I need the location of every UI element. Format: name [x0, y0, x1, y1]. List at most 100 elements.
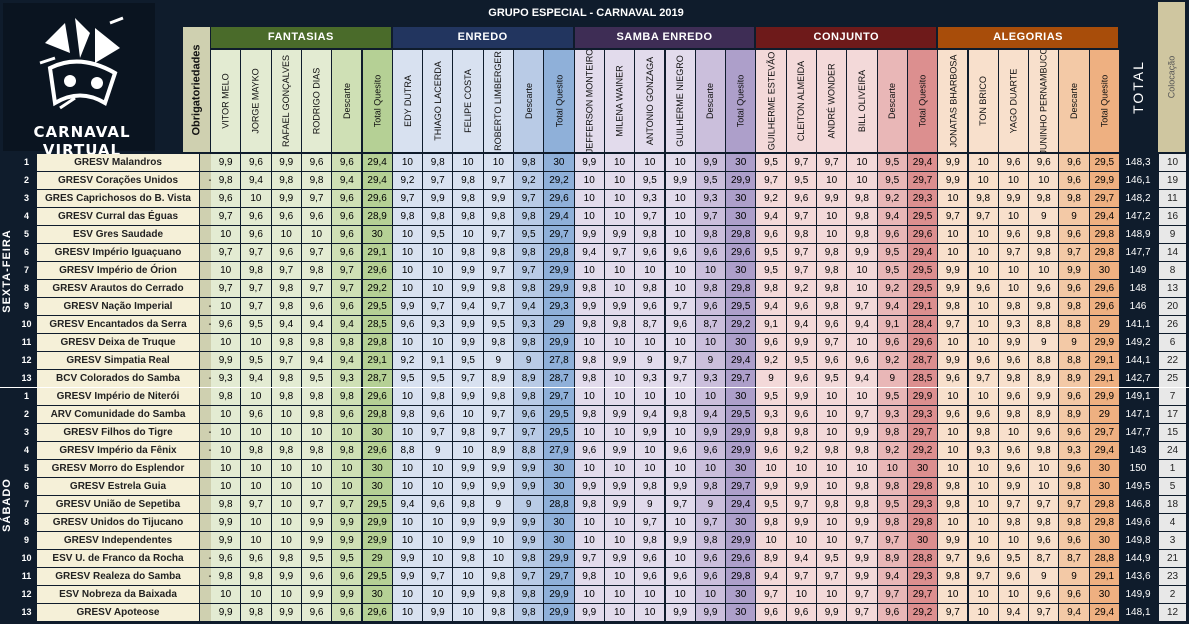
score-cell: 9,9	[392, 298, 423, 315]
score-cell: 9,6	[301, 604, 332, 621]
judge-header: MILENA WAINER	[604, 50, 635, 152]
score-cell: 10	[847, 460, 877, 477]
score-cell: 27,9	[544, 442, 574, 459]
school-name: GRESV Independentes	[37, 532, 199, 549]
score-cell: 9,4	[877, 298, 907, 315]
score-cell: 10	[241, 334, 271, 351]
score-cell: 9,8	[211, 388, 241, 405]
score-cell: 9,6	[877, 334, 907, 351]
score-cell: 9,3	[332, 370, 362, 387]
score-cell: 9,1	[756, 316, 786, 333]
table-row: 3 GRES Caprichosos do B. Vista 9,6 10 9,9 9,7…	[16, 190, 1188, 207]
score-cell: 10	[695, 460, 726, 477]
score-cell: 10	[574, 172, 604, 189]
score-cell: 10	[817, 532, 847, 549]
score-cell: 9,7	[241, 298, 271, 315]
score-cell: 29,7	[907, 424, 938, 441]
score-cell: 9,7	[483, 226, 513, 243]
school-name: GRESV Império de Niterói	[37, 388, 199, 405]
score-cell: 9,9	[453, 262, 483, 279]
score-cell: 10	[392, 604, 423, 621]
score-cell: 10	[574, 460, 604, 477]
score-cell: 9,7	[392, 190, 423, 207]
score-cell: 10	[968, 334, 998, 351]
score-cell: 10	[241, 388, 271, 405]
score-cell: 9,9	[604, 352, 635, 369]
score-cell: 29,4	[362, 172, 392, 189]
score-cell: 29,4	[1089, 604, 1119, 621]
table-row: 7 GRESV União de Sepetiba 9,8 9,7 10 9,7 9,7 29…	[16, 496, 1188, 513]
score-cell: 9,1	[877, 316, 907, 333]
score-cell: 10	[211, 586, 241, 603]
score-cell: 28,7	[544, 370, 574, 387]
score-cell: 9,6	[998, 568, 1029, 585]
score-cell: 9,8	[514, 604, 544, 621]
obrigatoriedades-header: Obrigatoriedades	[183, 27, 210, 152]
score-cell: 29,9	[1089, 388, 1119, 405]
score-cell: 10	[847, 154, 877, 171]
school-name: GRESV Simpatia Real	[37, 352, 199, 369]
score-cell: 9,8	[574, 568, 604, 585]
score-cell: 29,6	[907, 334, 938, 351]
score-cell: 9,9	[332, 514, 362, 531]
table-row: 11 GRESV Deixa de Truque 10 10 9,8 9,8 9,8 29,8…	[16, 334, 1188, 351]
score-cell: 8,9	[1029, 406, 1059, 423]
score-cell: 9,9	[453, 388, 483, 405]
score-cell: 10	[635, 604, 665, 621]
total-cell: 147,7	[1121, 244, 1155, 261]
score-cell: 9,6	[1059, 532, 1089, 549]
score-cell: 30	[544, 532, 574, 549]
total-cell: 147,1	[1121, 406, 1155, 423]
score-cell: 9,7	[786, 262, 816, 279]
judge-header: EDY DUTRA	[392, 50, 423, 152]
score-cell: 9,5	[483, 316, 513, 333]
score-cell: 9,7	[332, 262, 362, 279]
score-cell: 9,8	[847, 442, 877, 459]
school-name: GRESV Arautos do Cerrado	[37, 280, 199, 297]
score-cell: 9,4	[241, 370, 271, 387]
score-cell: 8,9	[756, 550, 786, 567]
score-cell: 9,7	[938, 604, 968, 621]
score-cell: 10	[968, 262, 998, 279]
score-cell: 9,6	[786, 190, 816, 207]
score-cell: 10	[211, 424, 241, 441]
score-cell: 9,8	[301, 334, 332, 351]
score-cell: 10	[635, 460, 665, 477]
score-cell: 10	[604, 172, 635, 189]
score-cell: 30	[726, 208, 756, 225]
score-cell: 9,7	[241, 496, 271, 513]
score-cell: 10	[604, 424, 635, 441]
score-cell: 9,6	[423, 496, 453, 513]
score-cell: 29,9	[1089, 334, 1119, 351]
score-cell: 9,7	[998, 496, 1029, 513]
score-cell: 9,6	[1059, 172, 1089, 189]
score-cell: 9,6	[332, 154, 362, 171]
score-cell: 29,3	[544, 298, 574, 315]
score-cell: 9,8	[241, 568, 271, 585]
score-cell: 10	[786, 586, 816, 603]
row-number: 10	[21, 319, 32, 329]
score-cell: 9,7	[1029, 604, 1059, 621]
score-cell: 9,8	[968, 190, 998, 207]
score-cell: 9,9	[1059, 262, 1089, 279]
score-cell: 10	[968, 586, 998, 603]
placement-cell: 2	[1159, 586, 1186, 603]
score-cell: 10	[938, 442, 968, 459]
score-cell: 10	[695, 388, 726, 405]
score-cell: 10	[271, 478, 301, 495]
score-cell: 9,8	[453, 190, 483, 207]
score-cell: 10	[968, 244, 998, 261]
total-cell: 149	[1121, 262, 1155, 279]
score-cell: 9	[1029, 568, 1059, 585]
table-row: 2 ARV Comunidade do Samba 10 9,6 10 9,8 9,6 29,…	[16, 406, 1188, 423]
total-cell: 146	[1121, 298, 1155, 315]
score-cell: 9,9	[483, 514, 513, 531]
score-cell: 9,8	[271, 280, 301, 297]
score-cell: 9,6	[332, 226, 362, 243]
score-cell: 9,7	[817, 568, 847, 585]
score-cell: 9,8	[786, 424, 816, 441]
score-cell: 9,8	[695, 280, 726, 297]
score-cell: 9,8	[271, 550, 301, 567]
row-number: 13	[21, 373, 32, 383]
